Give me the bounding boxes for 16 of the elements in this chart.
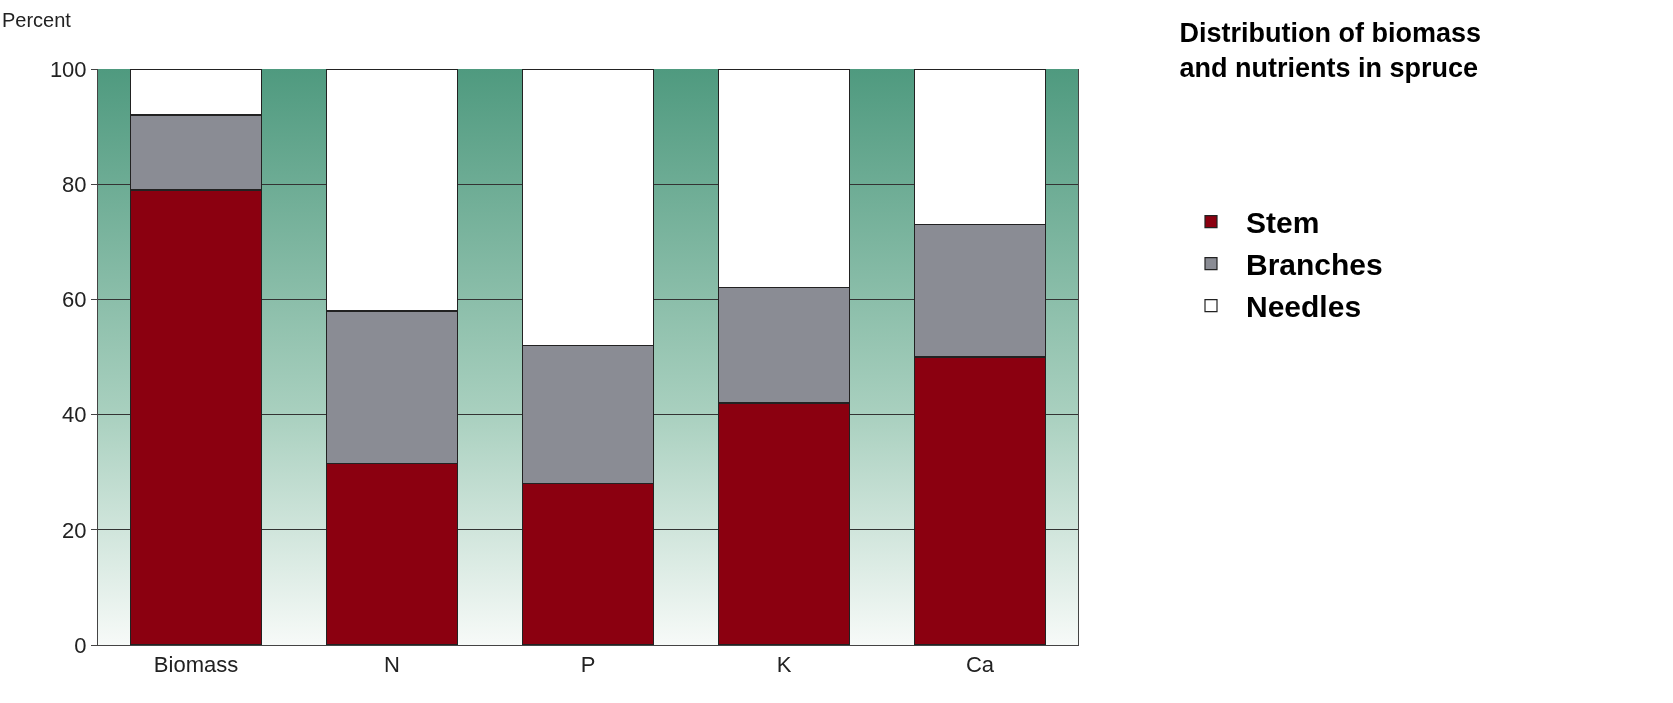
y-tick-label: 100	[49, 56, 87, 82]
y-axis-title: Percent	[2, 9, 72, 31]
legend-label: Needles	[1246, 290, 1362, 324]
x-tick-label: P	[580, 652, 596, 678]
x-tick-label: Biomass	[153, 652, 239, 678]
x-tick-label: N	[384, 652, 400, 678]
y-tick-label: 20	[62, 517, 87, 543]
text: Distribution of biomass and nutrients in spruce	[1179, 18, 1481, 84]
y-tick-label: 60	[62, 287, 87, 313]
legend-label: Branches	[1246, 248, 1383, 282]
legend-label: Stem	[1246, 206, 1320, 240]
y-tick-label: 0	[74, 632, 87, 658]
x-tick-label: K	[776, 652, 792, 678]
y-tick-label: 40	[62, 402, 87, 428]
y-tick-label: 80	[62, 171, 87, 197]
x-tick-label: Ca	[965, 652, 995, 678]
